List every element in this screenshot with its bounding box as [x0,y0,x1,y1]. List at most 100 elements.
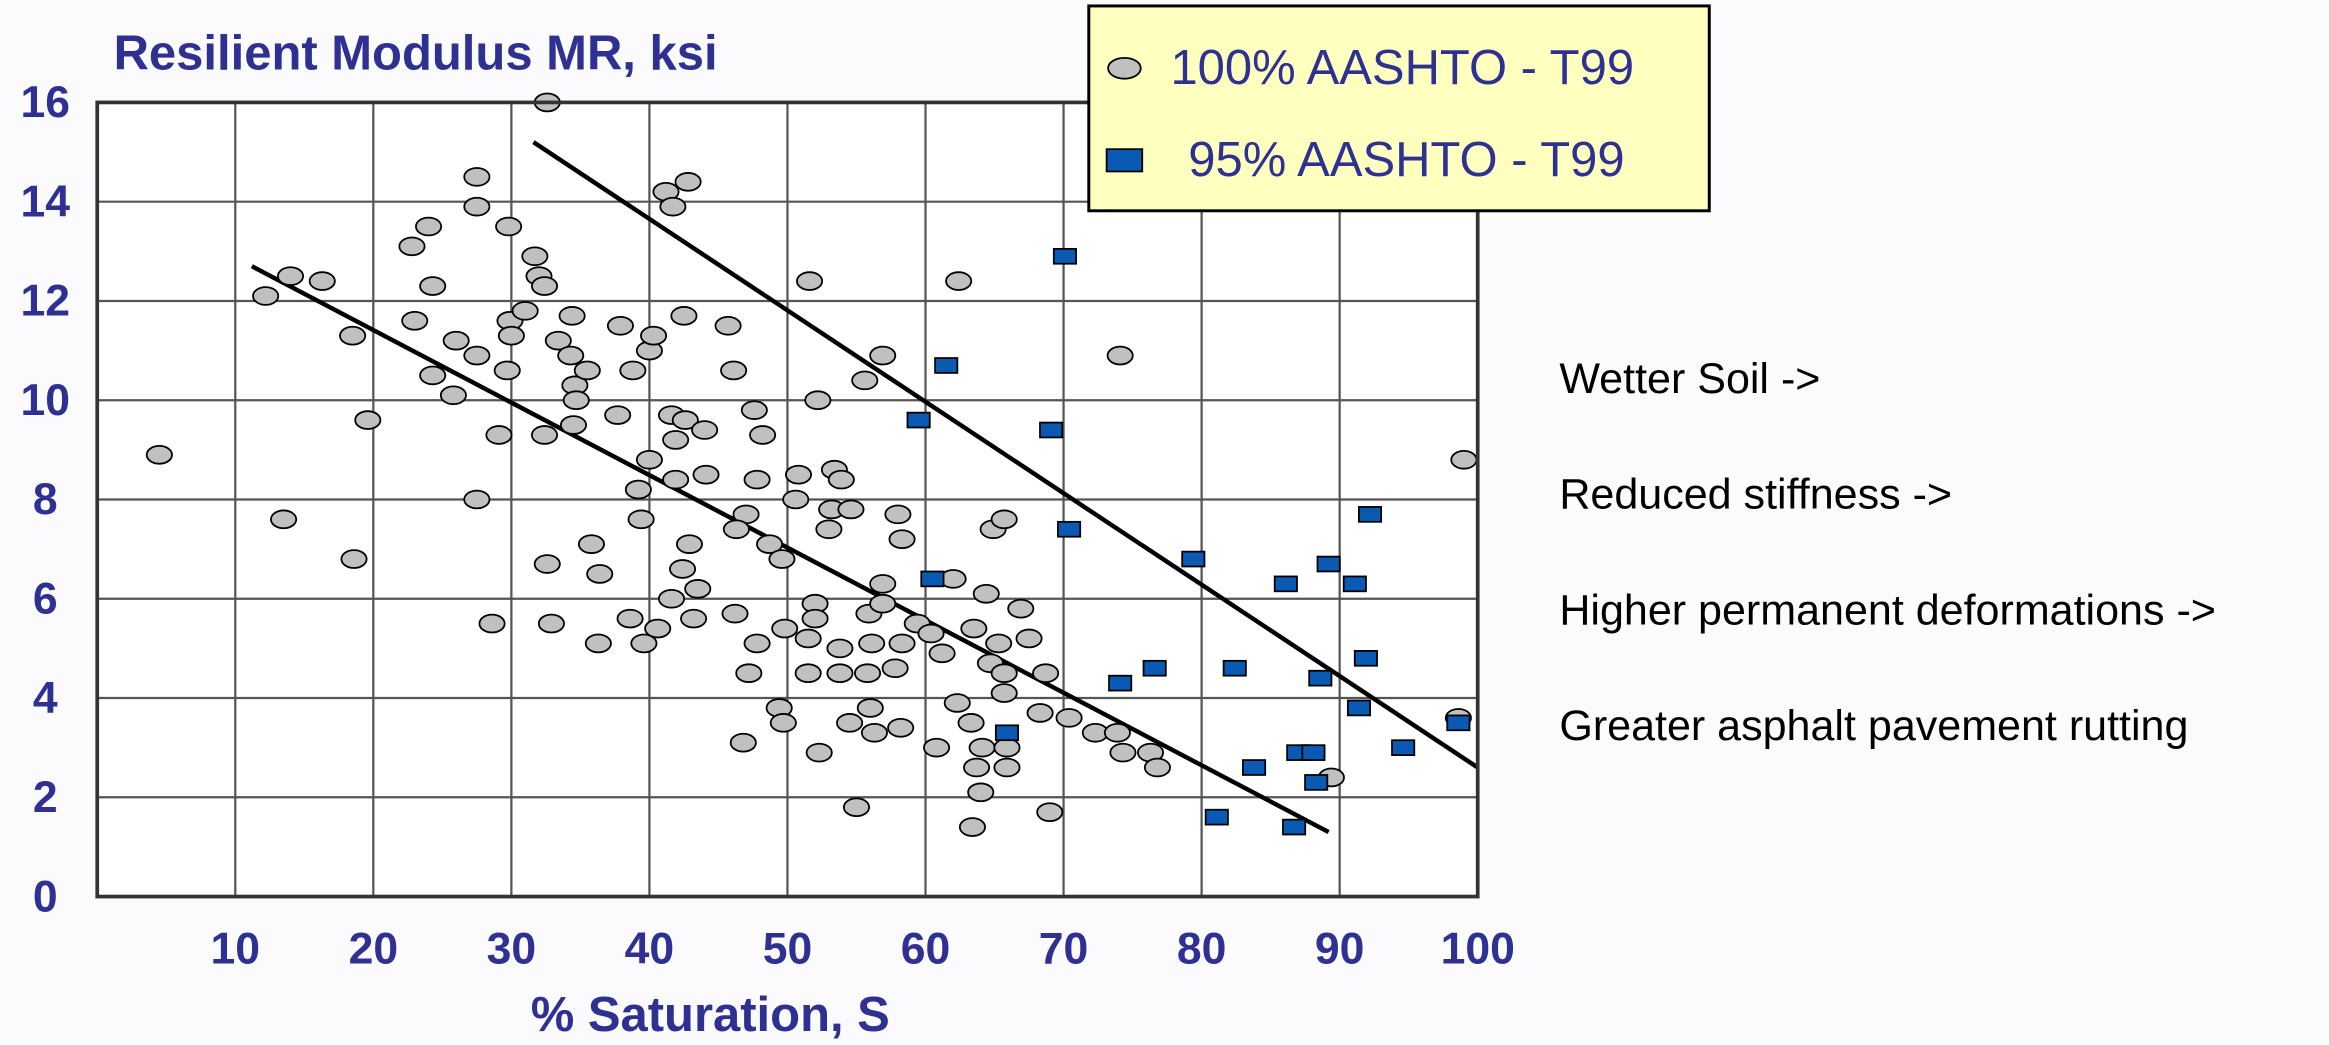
circle-point [943,693,971,713]
circle-point [558,306,586,326]
circle-point [670,306,698,326]
square-point [1242,759,1267,776]
circle-point [967,782,995,803]
square-point [1108,674,1133,692]
circle-point [801,608,829,629]
circle-point [463,167,491,187]
data-points [145,92,1478,837]
square-point [994,724,1019,742]
annotation: Greater asphalt pavement rutting [1559,702,2188,750]
circle-point [1107,57,1142,80]
square-point [1342,575,1367,593]
circle-point [990,663,1018,684]
y-tick-label: 4 [33,674,58,723]
circle-point [804,390,832,411]
x-tick-label: 40 [625,924,675,973]
circle-point [339,325,367,346]
circle-point [1143,757,1171,778]
legend: 100% AASHTO - T99 95% AASHTO - T99 [1087,4,1711,213]
circle-point [439,385,467,406]
circle-point [401,311,429,331]
circle-point [442,330,470,351]
circle-point [869,593,897,614]
circle-point [1103,722,1131,743]
circle-point [826,638,854,659]
trend-lines [250,140,1479,835]
circle-point [794,663,822,684]
circle-point [805,742,833,763]
circle-point [557,345,585,366]
circle-point [958,817,986,837]
circle-point [888,529,916,549]
circle-point [721,603,749,624]
circle-point [826,663,854,684]
annotation: Higher permanent deformations -> [1559,586,2216,634]
circle-point [497,325,525,346]
circle-point [869,345,897,366]
circle-point [485,425,513,445]
circle-point [495,216,523,237]
circle-point [511,301,539,321]
circle-point [630,633,658,654]
y-tick-label: 2 [33,773,58,822]
square-point [1039,421,1064,439]
circle-point [928,643,956,664]
circle-point [533,554,561,574]
circle-point [691,420,719,440]
circle-point [794,628,822,649]
x-tick-label: 20 [349,924,399,973]
circle-point [957,713,985,733]
circle-point [990,509,1018,530]
x-tick-label: 70 [1039,924,1089,973]
circle-point [860,722,888,743]
circle-point [756,534,784,554]
circle-point [720,360,748,381]
circle-point [1036,802,1064,822]
circle-point [674,172,702,192]
circle-point [945,271,973,291]
circle-point [675,534,703,554]
circle-point [635,449,663,470]
circle-point [856,698,884,718]
circle-point [624,479,652,500]
legend-label: 95% AASHTO - T99 [1188,133,1624,187]
x-tick-label: 30 [487,924,537,973]
circle-point [659,196,687,217]
circle-point [972,583,1000,604]
circle-point [573,360,601,381]
circle-point [619,360,647,381]
square-point [934,357,959,374]
square-point [1204,808,1229,826]
circle-point [692,464,720,485]
circle-point [768,549,796,569]
x-axis-label: % Saturation, S [531,988,890,1042]
circle-point [869,574,897,594]
circle-point [644,618,672,639]
circle-point [858,633,886,654]
circle-point [1007,598,1035,619]
annotation: Wetter Soil -> [1559,355,1820,403]
circle-point [888,633,916,654]
circle-point [627,509,655,530]
circle-point [993,757,1021,778]
circle-point [1026,703,1054,723]
circle-point [837,499,865,520]
circle-point [1032,663,1060,684]
circle-point [923,737,951,758]
legend-label: 100% AASHTO - T99 [1170,41,1634,95]
square-point [1052,247,1077,265]
circle-point [537,613,565,634]
square-point [1308,669,1333,687]
y-tick-label: 0 [33,872,58,921]
y-tick-label: 12 [21,277,71,326]
circle-point [729,732,757,753]
y-tick-label: 6 [33,574,58,623]
annotations: Wetter Soil -> Reduced stiffness -> Higher… [1559,355,2216,750]
circle-point [782,489,810,510]
circle-point [993,737,1021,758]
y-tick-label: 14 [21,177,71,226]
circle-point [827,469,855,490]
circle-point [415,216,443,237]
circle-point [398,236,426,257]
legend-box [1087,4,1711,213]
